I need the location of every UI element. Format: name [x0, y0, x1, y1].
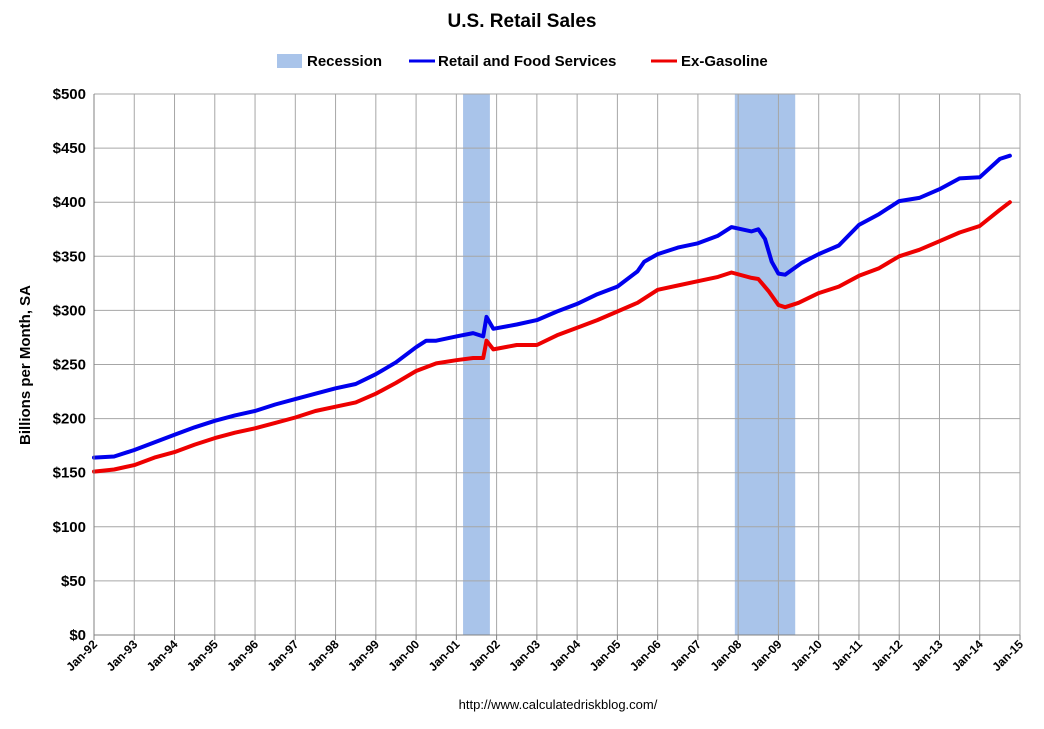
x-tick-label: Jan-07: [667, 637, 704, 674]
y-tick-label: $500: [53, 86, 86, 103]
x-tick-label: Jan-96: [224, 637, 261, 674]
x-tick-label: Jan-13: [909, 637, 946, 674]
x-tick-label: Jan-02: [466, 637, 503, 674]
legend: Recession Retail and Food Services Ex-Ga…: [277, 53, 768, 70]
y-tick-label: $350: [53, 248, 86, 265]
y-tick-label: $150: [53, 465, 86, 482]
y-tick-label: $300: [53, 302, 86, 319]
x-tick-label: Jan-06: [627, 637, 664, 674]
gridlines: [93, 93, 1021, 636]
legend-label-recession: Recession: [307, 53, 382, 70]
x-tick-label: Jan-14: [949, 637, 986, 674]
legend-label-ex-gasoline: Ex-Gasoline: [681, 53, 768, 70]
series-line-ex-gasoline: [92, 200, 1012, 474]
chart-title: U.S. Retail Sales: [448, 11, 597, 32]
y-tick-label: $0: [69, 627, 86, 644]
x-tick-label: Jan-10: [788, 637, 825, 674]
x-tick-label: Jan-05: [587, 637, 624, 674]
x-tick-label: Jan-08: [708, 637, 745, 674]
y-tick-label: $250: [53, 357, 86, 374]
x-tick-label: Jan-97: [265, 637, 302, 674]
source-url: http://www.calculatedriskblog.com/: [459, 697, 658, 712]
series-lines: [92, 153, 1012, 474]
x-tick-label: Jan-11: [829, 637, 866, 674]
x-tick-label: Jan-94: [144, 637, 181, 674]
axes: $0 $50 $100 $150 $200 $250 $300 $350 $400 $450 $50…: [53, 86, 1027, 674]
x-tick-label: Jan-04: [546, 637, 583, 674]
series-line-retail: [92, 153, 1012, 460]
x-tick-label: Jan-15: [989, 637, 1026, 674]
y-tick-label: $400: [53, 194, 86, 211]
y-tick-label: $450: [53, 140, 86, 157]
x-tick-label: Jan-03: [506, 637, 543, 674]
legend-swatch-recession: [277, 54, 302, 68]
x-tick-label: Jan-93: [104, 637, 141, 674]
x-tick-label: Jan-12: [869, 637, 906, 674]
x-tick-label: Jan-00: [385, 637, 422, 674]
y-tick-label: $100: [53, 519, 86, 536]
x-tick-label: Jan-99: [345, 637, 382, 674]
legend-label-retail: Retail and Food Services: [438, 53, 616, 70]
y-tick-label: $50: [61, 573, 86, 590]
y-tick-label: $200: [53, 411, 86, 428]
x-tick-label: Jan-98: [305, 637, 342, 674]
x-tick-label: Jan-01: [426, 637, 463, 674]
x-tick-label: Jan-09: [748, 637, 785, 674]
x-tick-label: Jan-95: [184, 637, 221, 674]
y-axis-label: Billions per Month, SA: [17, 285, 34, 445]
